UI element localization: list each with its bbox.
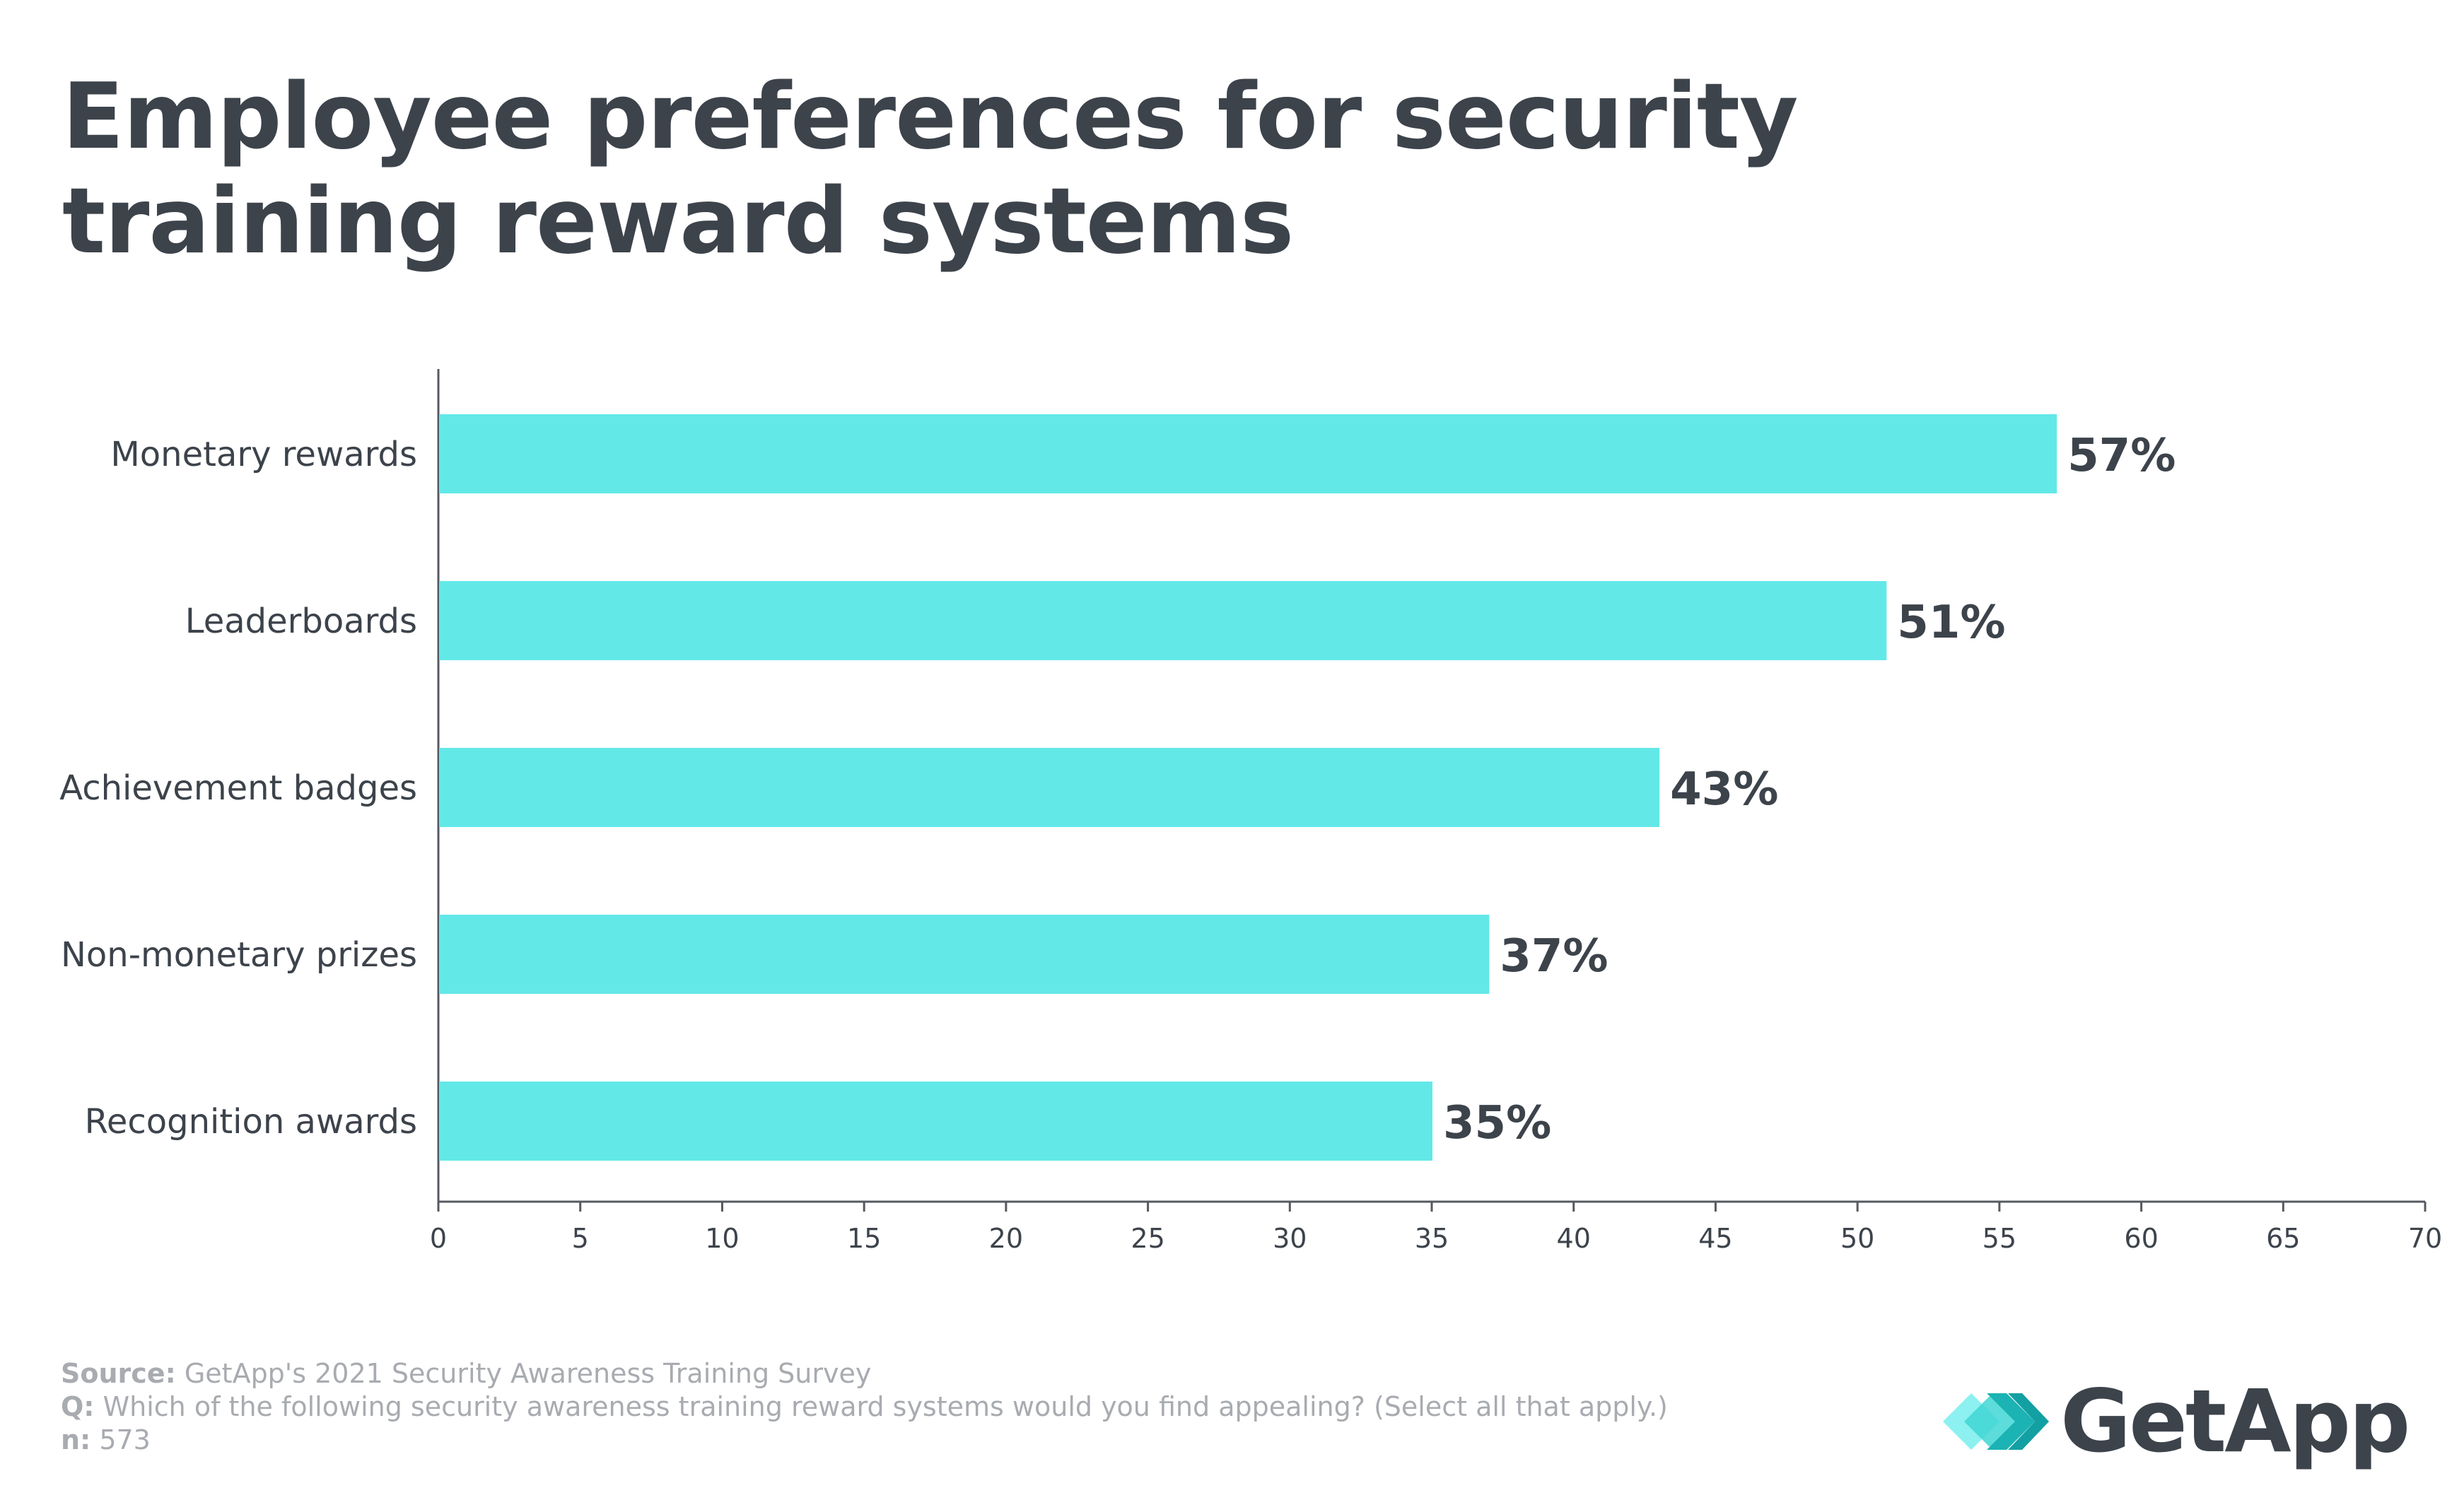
bar bbox=[439, 1082, 1432, 1161]
x-tick-label: 45 bbox=[1698, 1223, 1732, 1254]
x-tick-label: 70 bbox=[2408, 1223, 2442, 1254]
x-tick-label: 60 bbox=[2124, 1223, 2158, 1254]
x-tick-label: 10 bbox=[705, 1223, 739, 1254]
x-tick-label: 55 bbox=[1983, 1223, 2016, 1254]
x-tick-label: 35 bbox=[1415, 1223, 1449, 1254]
category-label: Non-monetary prizes bbox=[61, 935, 417, 975]
chart-title: Employee preferences for security traini… bbox=[62, 65, 1971, 274]
category-label: Monetary rewards bbox=[110, 435, 417, 474]
bar-value-label: 37% bbox=[1500, 930, 1608, 983]
x-tick-label: 15 bbox=[847, 1223, 881, 1254]
x-tick-label: 25 bbox=[1131, 1223, 1164, 1254]
question-note: Q: Which of the following security aware… bbox=[61, 1390, 1668, 1424]
bar-value-label: 57% bbox=[2067, 430, 2176, 482]
chart-title-line-2: training reward systems bbox=[62, 169, 1294, 274]
bar-value-label: 35% bbox=[1443, 1097, 1551, 1149]
bar bbox=[439, 915, 1490, 994]
getapp-logo: GetApp bbox=[1943, 1371, 2410, 1472]
x-tick-label: 30 bbox=[1273, 1223, 1307, 1254]
bar-value-label: 43% bbox=[1670, 763, 1778, 816]
x-tick-label: 65 bbox=[2266, 1223, 2300, 1254]
question-label: Q: bbox=[61, 1391, 95, 1422]
sample-size-text: 573 bbox=[91, 1424, 151, 1455]
source-note: Source: GetApp's 2021 Security Awareness… bbox=[61, 1357, 1668, 1390]
getapp-chevrons-icon bbox=[1943, 1393, 2049, 1450]
chart-title-line-1: Employee preferences for security bbox=[62, 64, 1798, 170]
category-label: Recognition awards bbox=[85, 1102, 417, 1142]
source-label: Source: bbox=[61, 1358, 176, 1389]
chart-footer: Source: GetApp's 2021 Security Awareness… bbox=[61, 1357, 1668, 1457]
bar bbox=[439, 748, 1660, 827]
category-label: Leaderboards bbox=[185, 602, 417, 641]
category-label: Achievement badges bbox=[59, 768, 417, 808]
sample-size-label: n: bbox=[61, 1424, 91, 1455]
source-text: GetApp's 2021 Security Awareness Trainin… bbox=[175, 1358, 872, 1389]
x-tick-label: 20 bbox=[989, 1223, 1023, 1254]
getapp-logo-text: GetApp bbox=[2060, 1371, 2410, 1472]
x-tick-label: 5 bbox=[572, 1223, 589, 1254]
x-tick-label: 40 bbox=[1557, 1223, 1591, 1254]
sample-size-note: n: 573 bbox=[61, 1424, 1668, 1457]
bar-value-label: 51% bbox=[1897, 597, 2005, 649]
bar bbox=[439, 581, 1887, 660]
x-tick-label: 0 bbox=[430, 1223, 447, 1254]
bar bbox=[439, 414, 2057, 493]
x-tick-label: 50 bbox=[1840, 1223, 1874, 1254]
question-text: Which of the following security awarenes… bbox=[94, 1391, 1668, 1422]
bar-chart: 0 5 10 15 20 25 30 35 40 45 50 55 60 65 70 Monetary rew… bbox=[59, 369, 2442, 1254]
